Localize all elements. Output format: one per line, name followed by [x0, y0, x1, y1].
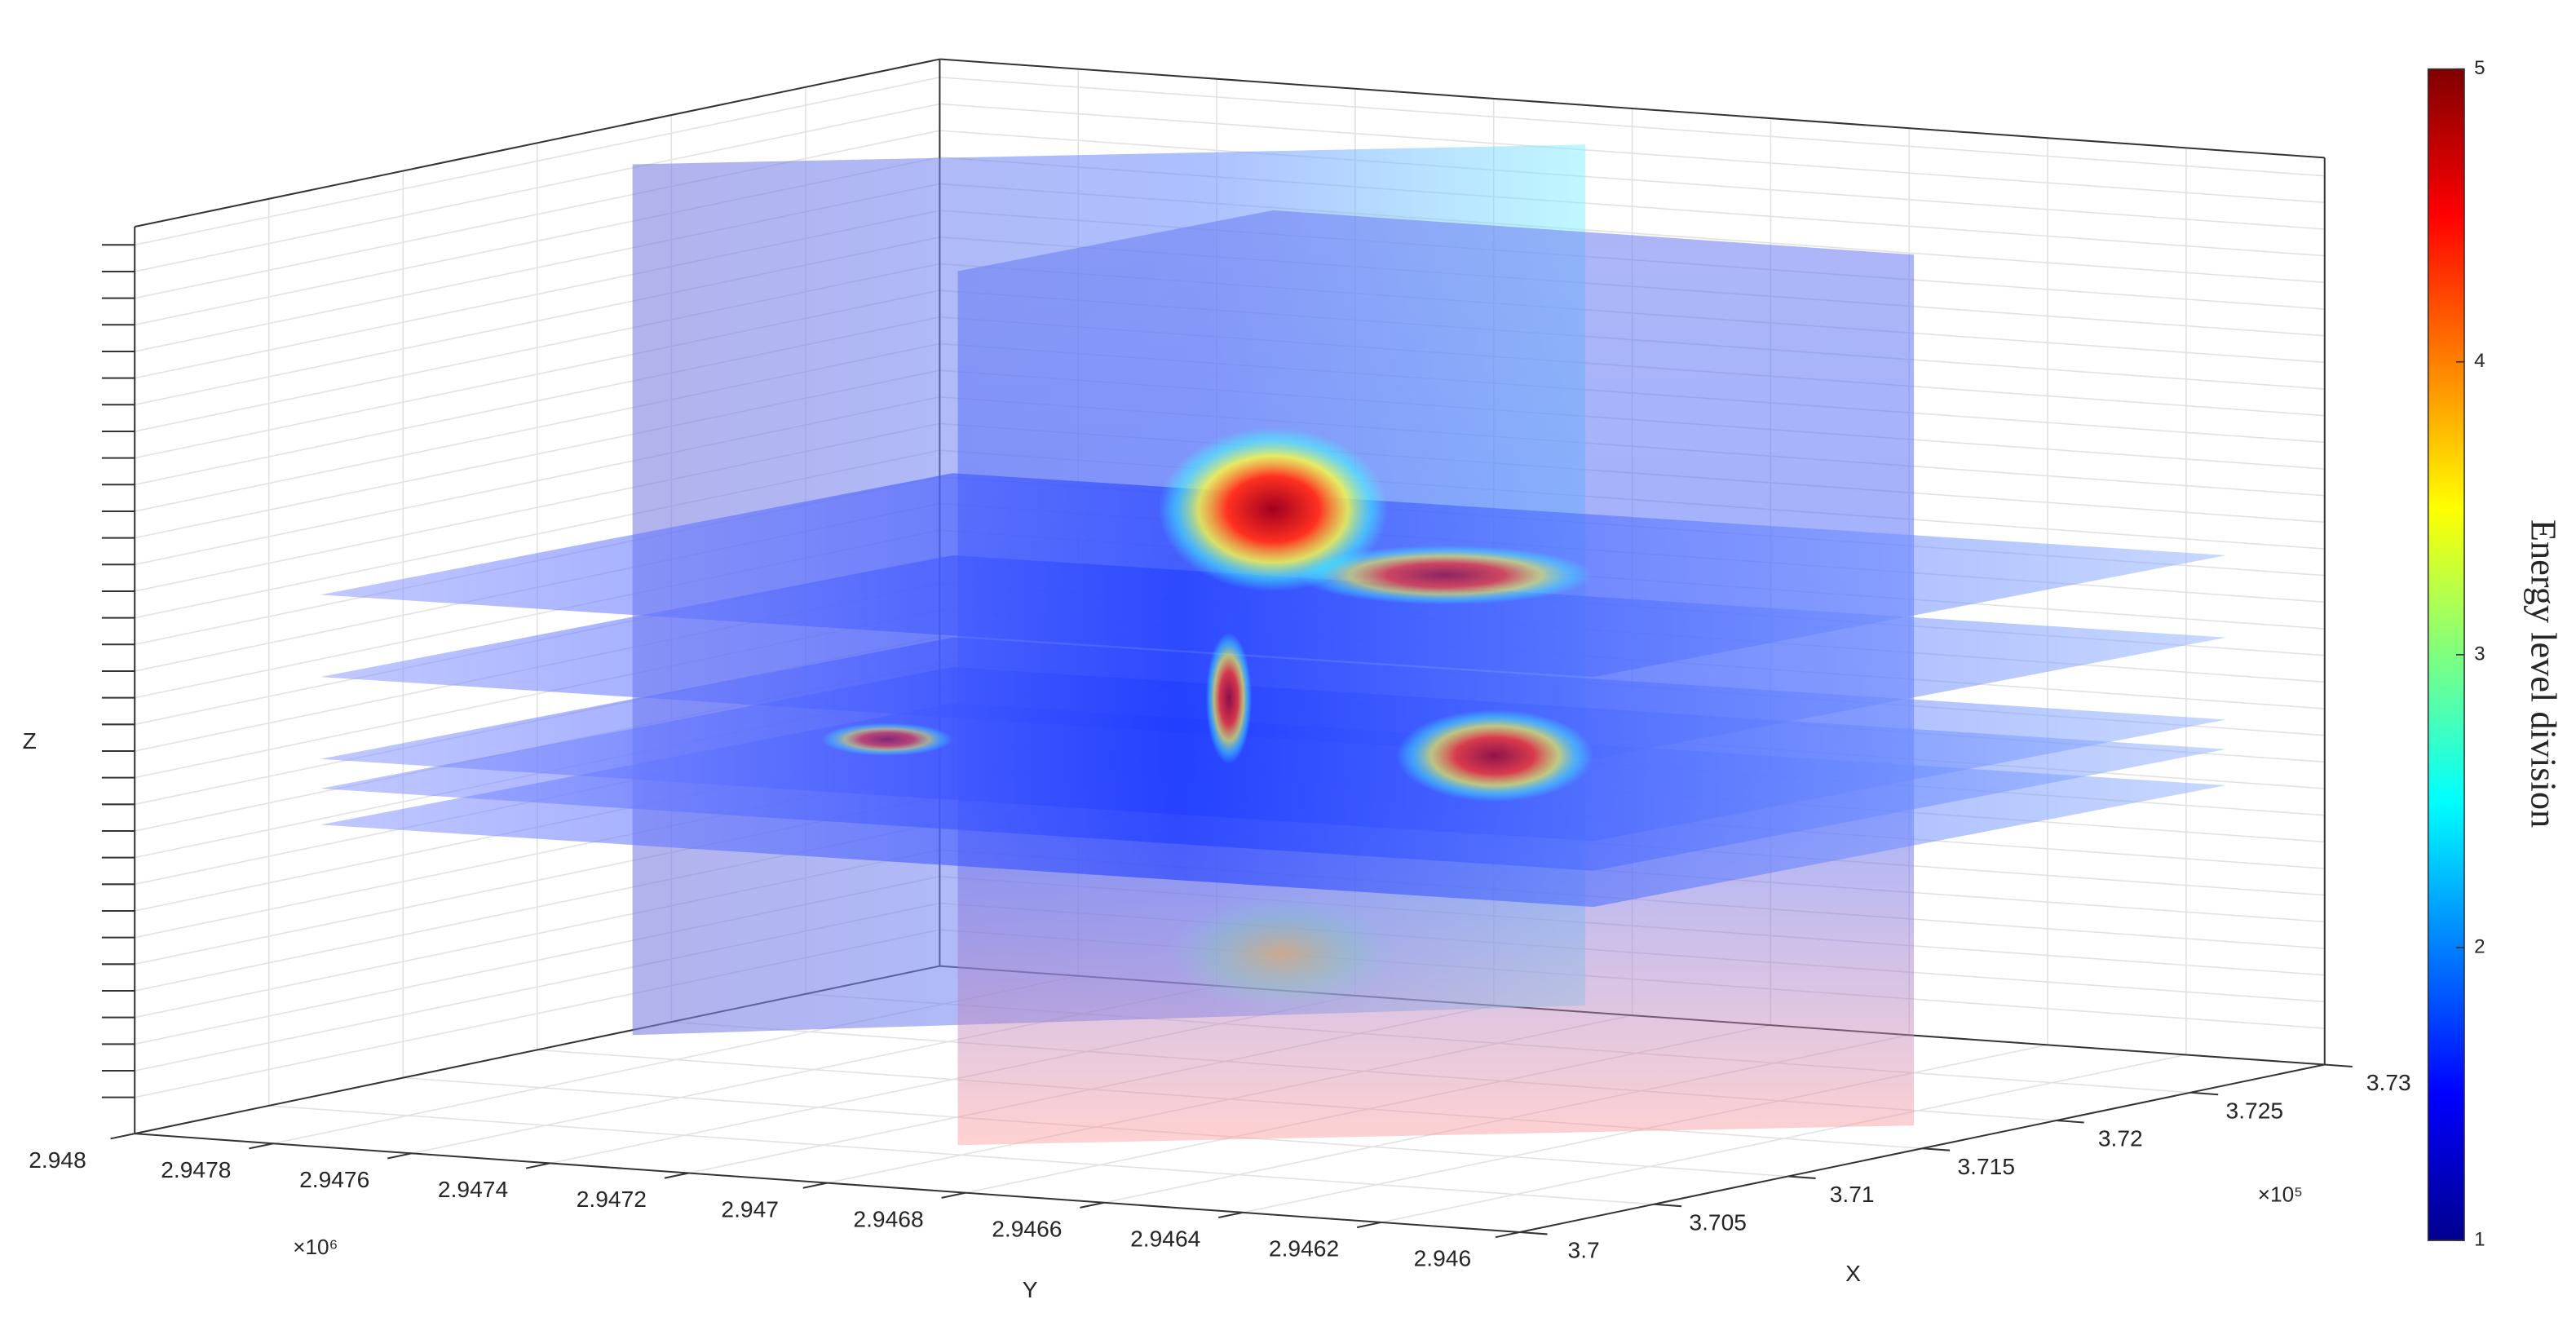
x-tick-label: 3.7	[1568, 1237, 1600, 1263]
y-multiplier: ×10⁶	[293, 1235, 338, 1259]
x-tick-label: 3.72	[2098, 1125, 2143, 1151]
x-tick	[1519, 1231, 1548, 1235]
x-tick-label: 3.705	[1689, 1209, 1747, 1235]
x-tick	[1787, 1175, 1816, 1179]
y-tick	[387, 1152, 413, 1160]
y-tick-label: 2.947	[721, 1195, 779, 1222]
y-tick-label: 2.948	[29, 1147, 86, 1173]
y-tick	[802, 1182, 828, 1189]
slice-hotspot	[1396, 709, 1594, 802]
x-tick-label: 3.715	[1957, 1153, 2015, 1179]
slices	[320, 144, 2226, 1146]
axis-edge	[1519, 1063, 2325, 1234]
axis-edge	[939, 58, 2325, 159]
y-tick	[1356, 1221, 1381, 1229]
slice-hotspot	[1158, 426, 1389, 592]
y-axis-label: Y	[1023, 1276, 1038, 1302]
colorbar-tick-label: 3	[2474, 643, 2485, 665]
colorbar-tick-label: 2	[2474, 935, 2485, 957]
y-tick-label: 2.9476	[299, 1166, 369, 1192]
y-tick-label: 2.9462	[1269, 1235, 1339, 1262]
y-tick	[525, 1162, 550, 1169]
axis-edge	[134, 58, 940, 228]
z-axis-label: Z	[23, 727, 37, 754]
colorbar-label: Energy level division	[2524, 519, 2564, 828]
x-tick	[1922, 1147, 1951, 1151]
y-tick	[941, 1191, 966, 1199]
y-tick-label: 2.9472	[577, 1186, 647, 1212]
slice-hotspot	[821, 723, 953, 756]
y-tick-label: 2.9466	[992, 1215, 1062, 1241]
colorbar-tick-label: 5	[2474, 57, 2485, 79]
y-tick-label: 2.9468	[853, 1205, 923, 1231]
y-tick	[664, 1172, 689, 1179]
y-tick-label: 2.946	[1414, 1245, 1472, 1271]
slice-hotspot	[1297, 545, 1594, 605]
y-tick	[1218, 1211, 1244, 1218]
x-tick	[2056, 1120, 2084, 1124]
slice-hotspot	[1205, 632, 1253, 764]
x-tick-label: 3.725	[2226, 1097, 2284, 1123]
colorbar-tick-label: 1	[2474, 1228, 2485, 1250]
x-tick	[1654, 1203, 1682, 1208]
x-tick-label: 3.71	[1830, 1181, 1875, 1207]
grid-line	[268, 1105, 1655, 1205]
axes: 2.948 2.9478 2.9476 2.9474 2.9472 2.947 2.9468…	[29, 227, 2411, 1271]
colorbar-tick-label: 4	[2474, 350, 2485, 372]
y-tick	[110, 1133, 135, 1140]
y-tick	[1495, 1231, 1520, 1239]
axis-edge	[135, 1133, 1520, 1234]
y-tick-label: 2.9464	[1130, 1226, 1200, 1252]
x-axis-label: X	[1845, 1260, 1861, 1286]
y-tick-label: 2.9474	[438, 1176, 508, 1202]
y-tick	[249, 1142, 274, 1150]
y-tick	[1080, 1201, 1105, 1209]
x-multiplier: ×10⁵	[2258, 1182, 2303, 1207]
y-tick-label: 2.9478	[161, 1156, 231, 1182]
x-tick	[2324, 1063, 2353, 1067]
x-tick-label: 3.73	[2366, 1069, 2411, 1095]
x-tick	[2190, 1091, 2219, 1096]
